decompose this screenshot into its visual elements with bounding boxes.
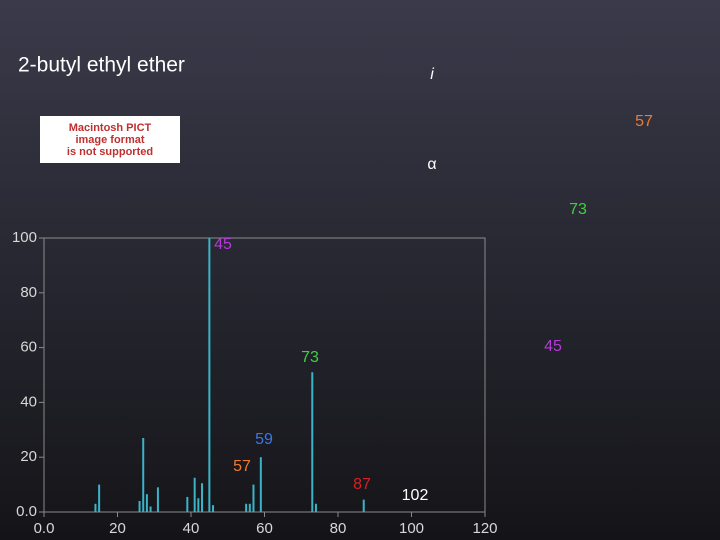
slide-label: i (430, 66, 434, 83)
x-tick-label: 40 (183, 520, 200, 537)
slide-label: α (427, 156, 436, 173)
slide-title: 2-butyl ethyl ether (18, 54, 185, 77)
y-tick-label: 20 (20, 448, 37, 465)
slide-label: 73 (569, 201, 587, 218)
y-tick-label: 100 (12, 229, 37, 246)
image-notice: image format (75, 134, 144, 146)
peak-annotation: 73 (301, 349, 319, 366)
slide-label: 45 (544, 338, 562, 355)
x-tick-label: 120 (472, 520, 497, 537)
peak-annotation: 59 (255, 431, 273, 448)
y-tick-label: 60 (20, 339, 37, 356)
peak-annotation: 57 (233, 458, 251, 475)
slide-label: 57 (635, 113, 653, 130)
x-tick-label: 20 (109, 520, 126, 537)
x-tick-label: 0.0 (34, 520, 55, 537)
peak-annotation: 87 (353, 476, 371, 493)
y-tick-label: 80 (20, 284, 37, 301)
y-tick-label: 40 (20, 393, 37, 410)
image-notice: is not supported (67, 146, 153, 158)
x-tick-label: 80 (330, 520, 347, 537)
y-tick-label: 0.0 (16, 503, 37, 520)
peak-annotation: 45 (214, 236, 232, 253)
image-placeholder (40, 116, 180, 163)
peak-annotation: 102 (402, 487, 429, 504)
x-tick-label: 60 (256, 520, 273, 537)
image-notice: Macintosh PICT (69, 122, 152, 134)
x-tick-label: 100 (399, 520, 424, 537)
